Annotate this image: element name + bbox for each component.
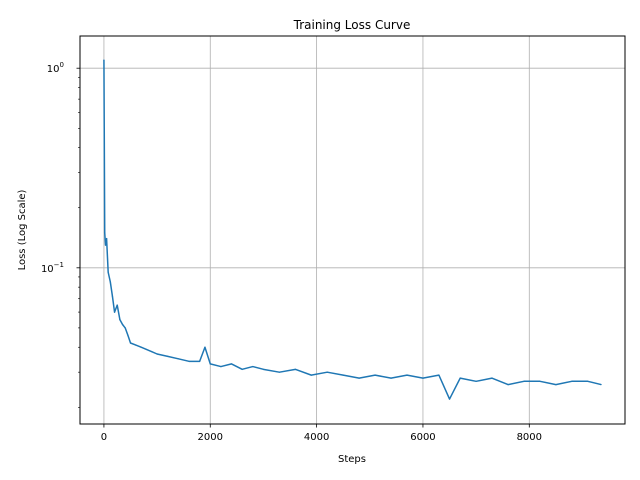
- loss-data-point: [459, 377, 461, 379]
- y-tick-layer: 100 10−1: [41, 61, 80, 408]
- loss-data-point: [600, 383, 602, 386]
- loss-data-point: [230, 363, 233, 365]
- loss-data-point: [252, 365, 254, 368]
- loss-data-point: [135, 344, 137, 346]
- y-axis-label: Loss (Log Scale): [17, 189, 28, 270]
- loss-data-point: [571, 380, 573, 382]
- loss-data-point: [111, 295, 114, 297]
- loss-data-point: [374, 374, 376, 376]
- loss-data-point: [491, 377, 493, 379]
- loss-data-point: [121, 323, 124, 326]
- x-tick-layer: 0 2000 4000 6000 8000: [101, 424, 542, 443]
- loss-data-point: [342, 374, 344, 376]
- x-tick-label: 8000: [517, 432, 542, 443]
- loss-data-point: [127, 334, 129, 336]
- y-tick-label: 10−1: [41, 261, 64, 275]
- loss-data-point: [390, 377, 392, 379]
- loss-data-point: [145, 348, 148, 351]
- loss-data-point: [116, 304, 118, 306]
- loss-data-point: [104, 232, 106, 234]
- loss-data-point: [294, 368, 296, 370]
- loss-data-point: [220, 365, 222, 368]
- loss-data-point: [104, 244, 107, 246]
- loss-data-point: [448, 398, 451, 400]
- loss-data-point: [587, 380, 589, 382]
- loss-data-point: [109, 281, 111, 283]
- y-tick-label: 100: [47, 61, 64, 75]
- loss-series-line: [103, 59, 602, 400]
- loss-data-point: [204, 346, 206, 348]
- loss-data-point: [507, 383, 509, 386]
- loss-data-point: [199, 360, 201, 362]
- loss-data-point: [107, 271, 109, 273]
- loss-data-point: [105, 238, 108, 240]
- x-tick-label: 2000: [198, 432, 223, 443]
- loss-data-point: [555, 383, 557, 386]
- loss-data-point: [539, 380, 541, 382]
- loss-data-point: [422, 377, 424, 379]
- series-layer: [103, 59, 602, 400]
- loss-data-point: [438, 374, 440, 376]
- loss-data-point: [406, 374, 408, 376]
- loss-data-point: [151, 351, 153, 353]
- loss-data-point: [119, 319, 121, 321]
- loss-data-point: [241, 368, 243, 370]
- loss-data-point: [209, 363, 211, 365]
- loss-data-point: [124, 327, 126, 329]
- loss-data-point: [113, 311, 116, 313]
- x-tick-label: 0: [101, 432, 107, 443]
- x-tick-label: 4000: [304, 432, 329, 443]
- loss-data-point: [262, 368, 265, 370]
- x-axis-label: Steps: [338, 454, 366, 465]
- loss-data-point: [310, 374, 312, 376]
- loss-data-point: [475, 380, 477, 382]
- loss-data-point: [103, 59, 105, 61]
- loss-data-point: [167, 355, 169, 357]
- plot-frame: [79, 35, 626, 425]
- loss-data-point: [326, 371, 328, 373]
- loss-data-point: [140, 346, 142, 348]
- loss-data-point: [278, 371, 280, 373]
- loss-data-point: [129, 342, 132, 344]
- loss-data-point: [156, 353, 158, 355]
- loss-data-point: [358, 377, 360, 379]
- x-tick-label: 6000: [410, 432, 435, 443]
- grid-layer: [80, 36, 625, 424]
- loss-data-point: [523, 380, 525, 382]
- loss-data-point: [177, 358, 179, 360]
- loss-data-point: [188, 360, 190, 362]
- chart-title: Training Loss Curve: [293, 18, 411, 32]
